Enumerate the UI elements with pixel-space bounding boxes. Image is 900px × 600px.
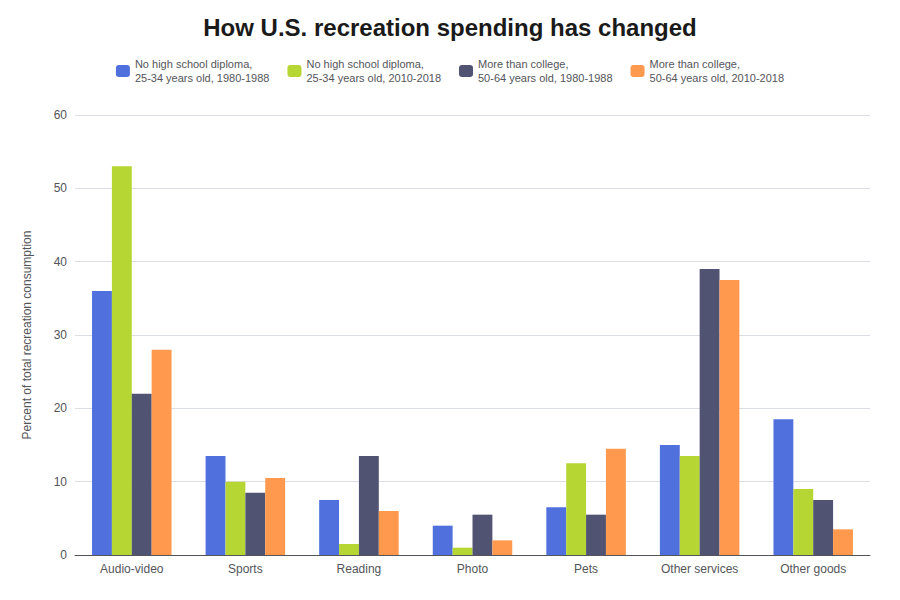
svg-text:Photo: Photo: [457, 562, 489, 576]
svg-text:More than college,: More than college,: [478, 58, 569, 70]
svg-text:50-64 years old, 1980-1988: 50-64 years old, 1980-1988: [478, 72, 613, 84]
svg-text:Sports: Sports: [228, 562, 263, 576]
svg-text:40: 40: [54, 255, 68, 269]
svg-text:More than college,: More than college,: [650, 58, 741, 70]
svg-text:No high school diploma,: No high school diploma,: [306, 58, 423, 70]
svg-text:10: 10: [54, 475, 68, 489]
svg-text:50-64 years old, 2010-2018: 50-64 years old, 2010-2018: [650, 72, 785, 84]
svg-text:20: 20: [54, 401, 68, 415]
svg-text:60: 60: [54, 108, 68, 122]
svg-text:Other services: Other services: [661, 562, 738, 576]
svg-text:0: 0: [60, 548, 67, 562]
svg-text:50: 50: [54, 181, 68, 195]
svg-text:30: 30: [54, 328, 68, 342]
svg-text:25-34 years old, 2010-2018: 25-34 years old, 2010-2018: [306, 72, 441, 84]
svg-text:Pets: Pets: [574, 562, 598, 576]
svg-text:Reading: Reading: [337, 562, 382, 576]
svg-text:Percent of total recreation co: Percent of total recreation consumption: [20, 231, 34, 440]
svg-text:Audio-video: Audio-video: [100, 562, 164, 576]
svg-text:Other goods: Other goods: [780, 562, 846, 576]
svg-text:No high school diploma,: No high school diploma,: [135, 58, 252, 70]
svg-text:25-34 years old, 1980-1988: 25-34 years old, 1980-1988: [135, 72, 270, 84]
svg-text:How U.S. recreation spending h: How U.S. recreation spending has changed: [203, 14, 696, 41]
